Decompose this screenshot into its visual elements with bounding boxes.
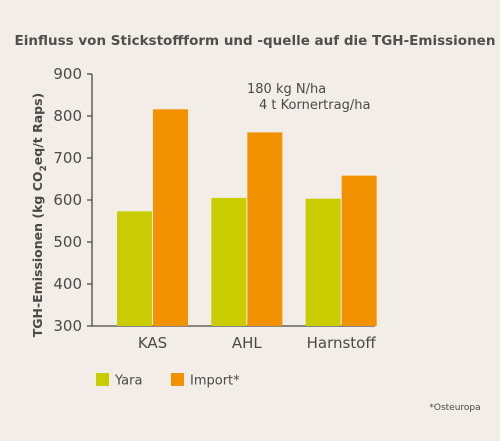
legend-swatch-yara [96, 373, 109, 386]
y-axis-label-tail: eq/t Raps) [30, 93, 45, 165]
legend-label-yara: Yara [114, 374, 142, 389]
x-tick-label-kas: KAS [138, 334, 167, 352]
x-tick-label-harnstoff: Harnstoff [307, 334, 377, 352]
legend-label-import: Import* [190, 374, 240, 389]
legend: Yara Import* [96, 373, 240, 389]
y-axis-label-main: TGH-Emissionen (kg CO [30, 171, 45, 337]
y-tick-label-700: 700 [53, 149, 82, 167]
footnote: *Osteuropa [429, 403, 480, 413]
plot-area: 300 400 500 600 700 800 900 KAS AHL Harnstoff [53, 65, 377, 352]
y-tick-label-600: 600 [53, 191, 82, 209]
y-tick-label-900: 900 [53, 65, 82, 83]
y-tick-label-800: 800 [53, 107, 82, 125]
bar-kas-import [153, 109, 188, 326]
annotation-yield: 4 t Kornertrag/ha [259, 98, 370, 113]
bar-ahl-yara [211, 197, 247, 326]
y-tick-label-400: 400 [53, 275, 82, 293]
bar-harnstoff-import [341, 175, 377, 326]
y-axis-label-subscript: 2 [39, 165, 49, 171]
x-tick-label-ahl: AHL [232, 334, 263, 352]
chart-title: Einfluss von Stickstoffform und -quelle … [15, 33, 496, 49]
bar-kas-yara [117, 211, 152, 326]
y-axis-label: TGH-Emissionen (kg CO2eq/t Raps) [30, 93, 49, 338]
y-tick-label-300: 300 [53, 317, 82, 335]
bar-ahl-import [247, 132, 283, 326]
annotation-nitrogen: 180 kg N/ha [247, 82, 326, 97]
y-tick-label-500: 500 [53, 233, 82, 251]
legend-swatch-import [171, 373, 184, 386]
bar-harnstoff-yara [305, 198, 341, 326]
